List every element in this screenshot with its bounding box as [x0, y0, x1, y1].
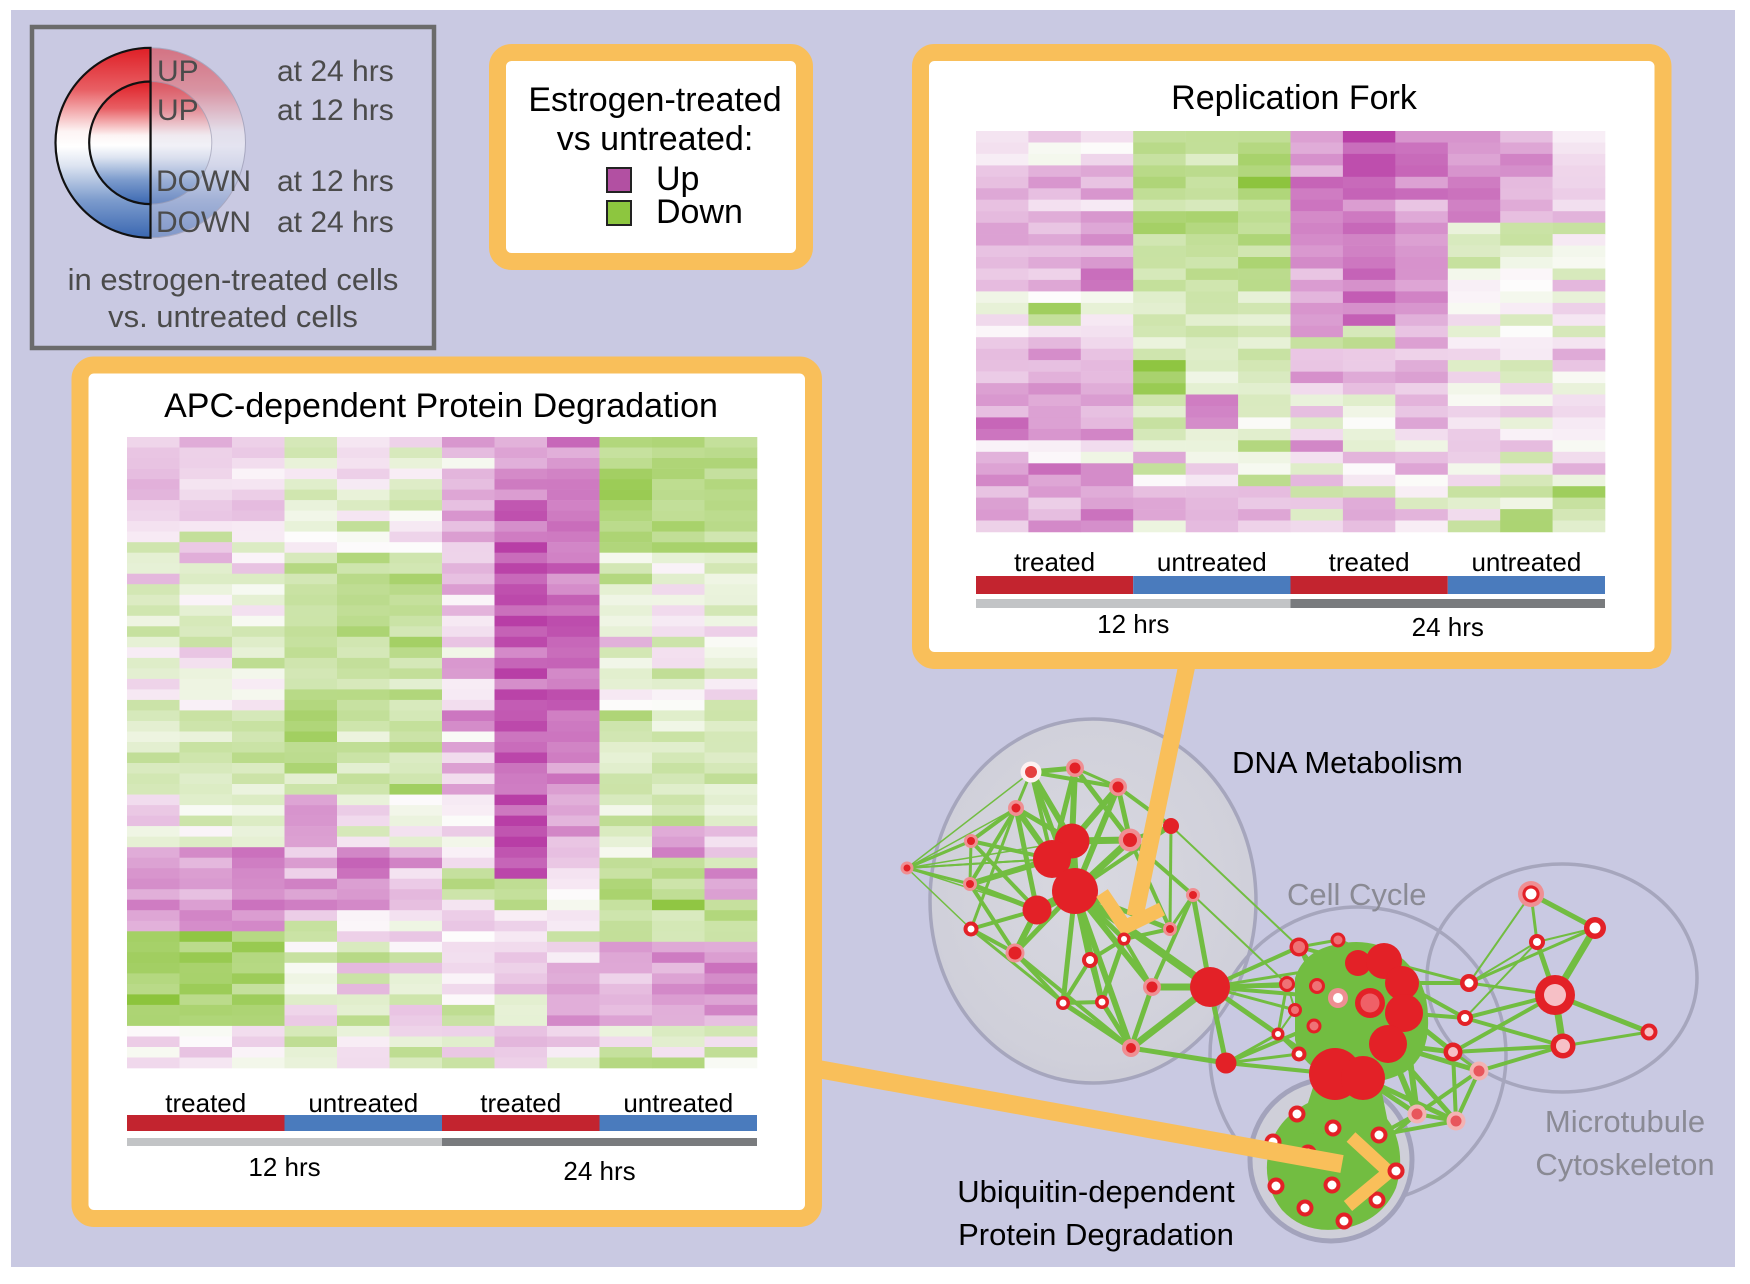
svg-text:vs untreated:: vs untreated: [557, 120, 754, 158]
svg-text:Up: Up [656, 160, 699, 198]
svg-text:untreated: untreated [1471, 547, 1581, 577]
svg-text:Ubiquitin-dependent: Ubiquitin-dependent [957, 1174, 1235, 1209]
svg-text:treated: treated [1329, 547, 1410, 577]
svg-text:Microtubule: Microtubule [1545, 1104, 1705, 1139]
svg-text:at 24 hrs: at 24 hrs [277, 206, 394, 239]
svg-text:Estrogen-treated: Estrogen-treated [528, 81, 781, 119]
svg-text:treated: treated [165, 1088, 246, 1118]
svg-text:at 12 hrs: at 12 hrs [277, 165, 394, 198]
svg-text:Protein Degradation: Protein Degradation [958, 1217, 1234, 1252]
svg-text:12 hrs: 12 hrs [248, 1152, 320, 1182]
svg-text:12 hrs: 12 hrs [1097, 609, 1169, 639]
svg-text:treated: treated [1014, 547, 1095, 577]
svg-text:vs. untreated cells: vs. untreated cells [108, 299, 358, 334]
svg-text:DOWN: DOWN [156, 165, 251, 198]
svg-text:untreated: untreated [308, 1088, 418, 1118]
svg-text:untreated: untreated [1157, 547, 1267, 577]
svg-text:untreated: untreated [623, 1088, 733, 1118]
svg-text:Cell Cycle: Cell Cycle [1287, 877, 1427, 912]
svg-text:in estrogen-treated cells: in estrogen-treated cells [68, 262, 399, 297]
svg-text:at 12 hrs: at 12 hrs [277, 94, 394, 127]
svg-text:Replication Fork: Replication Fork [1171, 79, 1418, 117]
svg-text:treated: treated [480, 1088, 561, 1118]
svg-text:24 hrs: 24 hrs [563, 1156, 635, 1186]
svg-text:at 24 hrs: at 24 hrs [277, 55, 394, 88]
svg-text:Cytoskeleton: Cytoskeleton [1535, 1147, 1714, 1182]
svg-text:UP: UP [157, 94, 199, 127]
svg-text:APC-dependent Protein Degradat: APC-dependent Protein Degradation [164, 387, 718, 425]
svg-text:UP: UP [157, 55, 199, 88]
svg-text:24 hrs: 24 hrs [1412, 612, 1484, 642]
svg-text:Down: Down [656, 193, 743, 231]
svg-text:DNA Metabolism: DNA Metabolism [1232, 745, 1463, 780]
svg-text:DOWN: DOWN [156, 206, 251, 239]
